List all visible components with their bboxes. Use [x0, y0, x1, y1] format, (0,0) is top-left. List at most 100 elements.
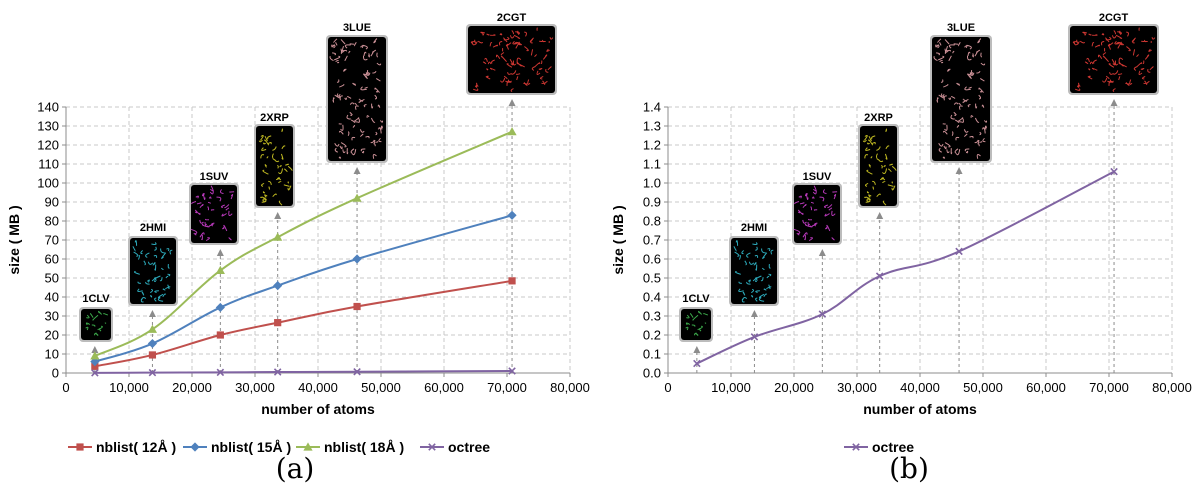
protein-image-2hmi-frame: [731, 238, 777, 304]
protein-image-1clv-structure: [85, 310, 108, 336]
data-point-stroke-b: [148, 368, 157, 377]
protein-image-1clv-frame: [681, 309, 711, 340]
x-tick-label: 50,000: [361, 380, 401, 395]
y-tick-label: 0: [52, 366, 59, 381]
data-point-stroke-b: [818, 310, 827, 318]
protein-image-1suv-structure: [190, 185, 235, 242]
x-tick-label: 30,000: [837, 380, 877, 395]
y-axis-title: size ( MB ): [610, 205, 626, 274]
protein-label: 1CLV: [682, 293, 710, 305]
y-tick-label: 140: [37, 100, 59, 115]
data-point: [352, 254, 362, 264]
protein-label: 3LUE: [947, 22, 975, 34]
legend-marker: [190, 442, 200, 452]
protein-label: 1CLV: [82, 293, 110, 305]
y-tick-label: 0.7: [643, 233, 661, 248]
data-point: [875, 272, 884, 280]
panel-a-chart: 0 10 20 30 40 50 60 70 80 90 100 110 120 130 140 0 10,00…: [6, 12, 590, 485]
data-point: [955, 247, 963, 256]
protein-label: 2HMI: [140, 222, 166, 234]
legend-label: nblist( 18Å ): [324, 439, 404, 455]
data-point: [215, 302, 225, 313]
x-tick-label: 60,000: [424, 380, 464, 395]
data-point: [273, 281, 283, 291]
y-tick-label: 0.0: [643, 366, 661, 381]
series-octree: [91, 367, 516, 377]
leader-arrow: [818, 249, 826, 256]
data-point: [147, 324, 158, 333]
legend-marker: [76, 443, 84, 451]
y-tick-label: 90: [45, 195, 59, 210]
data-point: [507, 210, 517, 220]
protein-image-1suv-structure: [793, 185, 838, 242]
data-point-stroke-b: [955, 247, 963, 256]
y-axis-title: size ( MB ): [6, 205, 22, 274]
legend: octree: [844, 439, 914, 455]
legend-marker: [852, 443, 860, 451]
legend-marker-stroke-b: [852, 443, 860, 451]
protein-image-2xrp: [858, 124, 899, 208]
legend-marker-stroke-b: [428, 443, 436, 451]
series-nblist-15-: [90, 210, 517, 367]
data-point: [352, 193, 362, 202]
legend: nblist( 12Å ) nblist( 15Å ) nblist( 18Å ) o…: [68, 439, 490, 455]
protein-image-2xrp: [254, 124, 295, 208]
panel-caption: (a): [276, 452, 315, 485]
data-point: [273, 368, 282, 376]
y-tick-label: 40: [45, 290, 59, 305]
protein-image-1clv-frame: [81, 309, 111, 340]
y-tick-label: 80: [45, 214, 59, 229]
leader-arrow: [750, 310, 758, 317]
data-point: [216, 331, 224, 339]
x-axis-title: number of atoms: [261, 401, 375, 417]
data-point: [693, 359, 701, 368]
x-tick-label: 70,000: [1089, 380, 1129, 395]
protein-image-3lue: [326, 35, 388, 163]
y-tick-label: 130: [37, 119, 59, 134]
leader-arrow: [1110, 99, 1118, 106]
data-point: [353, 368, 361, 376]
leader-arrow: [148, 310, 156, 317]
legend-label: nblist( 15Å ): [211, 439, 291, 455]
data-point: [353, 302, 361, 311]
protein-image-2cgt-frame: [1070, 26, 1157, 93]
protein-image-2hmi-structure: [132, 240, 173, 303]
x-tick-label: 80,000: [1152, 380, 1192, 395]
x-tick-label: 50,000: [963, 380, 1003, 395]
data-point: [148, 368, 157, 377]
leader-arrow: [955, 167, 963, 174]
data-point: [273, 232, 283, 241]
data-point-stroke-b: [216, 368, 225, 377]
x-tick-label: 80,000: [550, 380, 590, 395]
y-tick-label: 20: [45, 328, 59, 343]
leader-arrow: [693, 346, 701, 353]
x-tick-label: 0: [664, 380, 671, 395]
data-point-stroke-b: [693, 359, 701, 368]
data-point: [215, 265, 225, 274]
panel-caption: (b): [889, 452, 929, 485]
protein-image-1suv-frame: [794, 185, 840, 243]
x-tick-label: 70,000: [487, 380, 527, 395]
data-point: [91, 369, 99, 377]
protein-label: 1SUV: [200, 171, 229, 183]
y-tick-label: 0.5: [643, 271, 661, 286]
y-tick-label: 60: [45, 252, 59, 267]
protein-image-1clv: [79, 307, 113, 342]
protein-image-3lue-structure: [329, 38, 384, 159]
leader-arrow: [508, 99, 516, 106]
x-tick-label: 40,000: [900, 380, 940, 395]
leader-arrow: [876, 212, 884, 219]
protein-label: 2CGT: [1099, 12, 1129, 24]
y-tick-label: 0.9: [643, 195, 661, 210]
protein-label: 2XRP: [864, 112, 893, 124]
protein-image-2cgt: [466, 24, 557, 95]
data-point: [91, 362, 99, 370]
y-tick-label: 100: [37, 176, 59, 191]
y-tick-label: 1.1: [643, 157, 661, 172]
protein-image-2xrp-structure: [258, 128, 293, 206]
data-point: [90, 351, 100, 360]
y-tick-label: 0.6: [643, 252, 661, 267]
x-axis-title: number of atoms: [863, 401, 977, 417]
y-tick-label: 110: [38, 157, 59, 172]
data-point-stroke-b: [353, 368, 361, 376]
